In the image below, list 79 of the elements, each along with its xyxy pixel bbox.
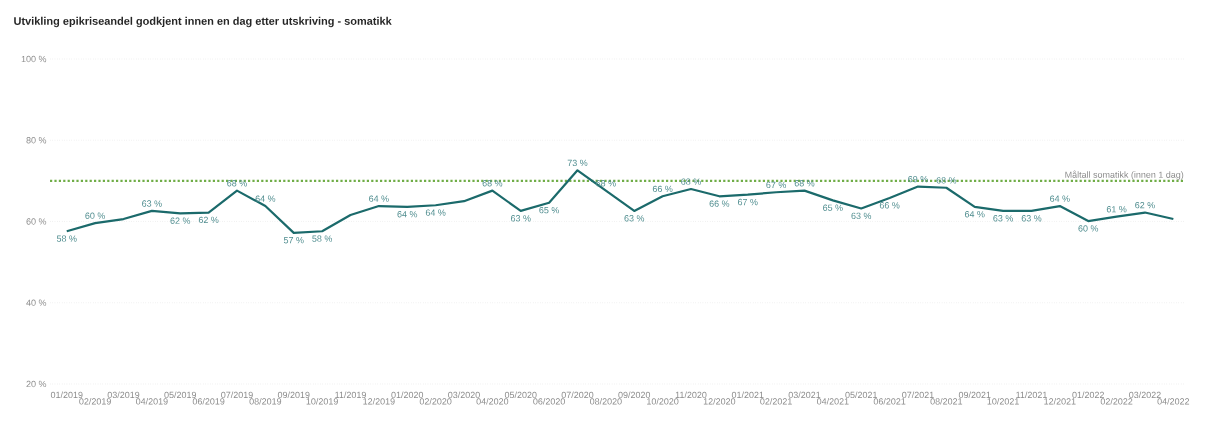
x-tick-label: 02/2020: [419, 398, 452, 405]
x-tick-label: 04/2022: [1157, 398, 1190, 405]
x-tick-label: 03/2022: [1129, 391, 1161, 399]
x-tick-label: 12/2021: [1044, 398, 1076, 405]
x-tick-label: 10/2019: [306, 398, 338, 405]
data-label: 64 %: [1050, 195, 1070, 202]
x-tick-label: 03/2019: [107, 391, 140, 399]
data-label: 65 %: [823, 204, 843, 211]
x-tick-label: 08/2020: [590, 398, 622, 405]
data-label: 65 %: [539, 207, 560, 214]
x-tick-label: 10/2021: [987, 398, 1019, 405]
x-tick-label: 05/2020: [504, 391, 537, 399]
x-tick-label: 05/2021: [845, 391, 877, 399]
y-tick-label: 40 %: [26, 299, 47, 306]
x-tick-label: 03/2020: [448, 391, 480, 399]
x-tick-label: 05/2019: [164, 391, 197, 399]
x-tick-label: 07/2021: [902, 391, 934, 399]
data-label: 57 %: [283, 237, 304, 244]
x-tick-label: 06/2020: [533, 398, 565, 405]
x-tick-label: 03/2021: [788, 391, 821, 399]
x-tick-label: 04/2021: [816, 398, 849, 405]
x-tick-label: 07/2019: [221, 391, 253, 399]
data-label: 62 %: [1135, 202, 1155, 209]
data-label: 66 %: [709, 200, 730, 207]
x-tick-label: 08/2019: [249, 398, 282, 405]
data-label: 73 %: [567, 159, 588, 167]
data-label: 67 %: [737, 198, 758, 206]
data-label: 60 %: [85, 212, 106, 219]
x-tick-label: 12/2020: [703, 398, 736, 405]
y-tick-label: 100 %: [21, 55, 47, 63]
data-label: 63 %: [993, 215, 1013, 222]
data-label: 62 %: [170, 217, 191, 224]
x-tick-label: 02/2019: [79, 398, 111, 405]
data-label: 58 %: [56, 235, 77, 242]
data-label: 64 %: [255, 195, 276, 202]
y-tick-label: 80 %: [26, 137, 47, 144]
data-label: 63 %: [510, 215, 531, 222]
x-tick-label: 10/2020: [647, 398, 679, 405]
data-label: 64 %: [397, 211, 418, 218]
x-tick-label: 09/2019: [277, 391, 310, 399]
data-label: 66 %: [652, 185, 673, 193]
x-tick-label: 12/2019: [363, 398, 395, 405]
x-tick-label: 02/2022: [1100, 398, 1133, 405]
x-tick-label: 07/2020: [561, 391, 594, 399]
x-tick-label: 01/2021: [731, 391, 764, 399]
x-tick-label: 06/2021: [873, 398, 906, 405]
x-tick-label: 08/2021: [930, 398, 963, 405]
x-tick-label: 06/2019: [192, 398, 225, 405]
data-label: 63 %: [142, 200, 162, 207]
y-tick-label: 60 %: [26, 218, 47, 225]
y-tick-label: 20 %: [26, 380, 47, 388]
data-label: 63 %: [851, 212, 872, 220]
data-label: 64 %: [369, 195, 389, 202]
x-tick-label: 01/2020: [391, 391, 424, 399]
data-label: 68 %: [936, 177, 957, 184]
data-label: 60 %: [1078, 225, 1099, 232]
x-tick-label: 11/2020: [675, 391, 707, 399]
x-tick-label: 09/2021: [958, 391, 991, 399]
data-label: 67 %: [766, 181, 786, 189]
x-tick-label: 11/2019: [335, 391, 366, 399]
chart-title: Utvikling epikriseandel godkjent innen en dag etter utskriving - somatikk: [14, 16, 392, 28]
ref-line-label: Måltall somatikk (innen 1 dag): [1065, 170, 1184, 180]
x-tick-label: 02/2021: [760, 398, 792, 405]
x-tick-label: 04/2020: [476, 398, 509, 405]
data-label: 61 %: [1106, 206, 1127, 213]
x-tick-label: 09/2020: [618, 391, 651, 399]
data-label: 58 %: [312, 235, 333, 242]
data-label: 68 %: [482, 180, 503, 187]
data-label: 63 %: [1021, 215, 1042, 222]
data-label: 62 %: [198, 216, 219, 224]
x-tick-label: 04/2019: [136, 398, 168, 405]
data-label: 68 %: [681, 178, 701, 185]
x-tick-label: 01/2022: [1072, 391, 1104, 399]
data-label: 64 %: [425, 209, 446, 216]
data-label: 66 %: [879, 202, 900, 209]
x-tick-label: 11/2021: [1016, 391, 1047, 399]
data-label: 63 %: [624, 215, 645, 222]
x-tick-label: 01/2019: [50, 391, 83, 399]
data-label: 64 %: [964, 211, 985, 218]
